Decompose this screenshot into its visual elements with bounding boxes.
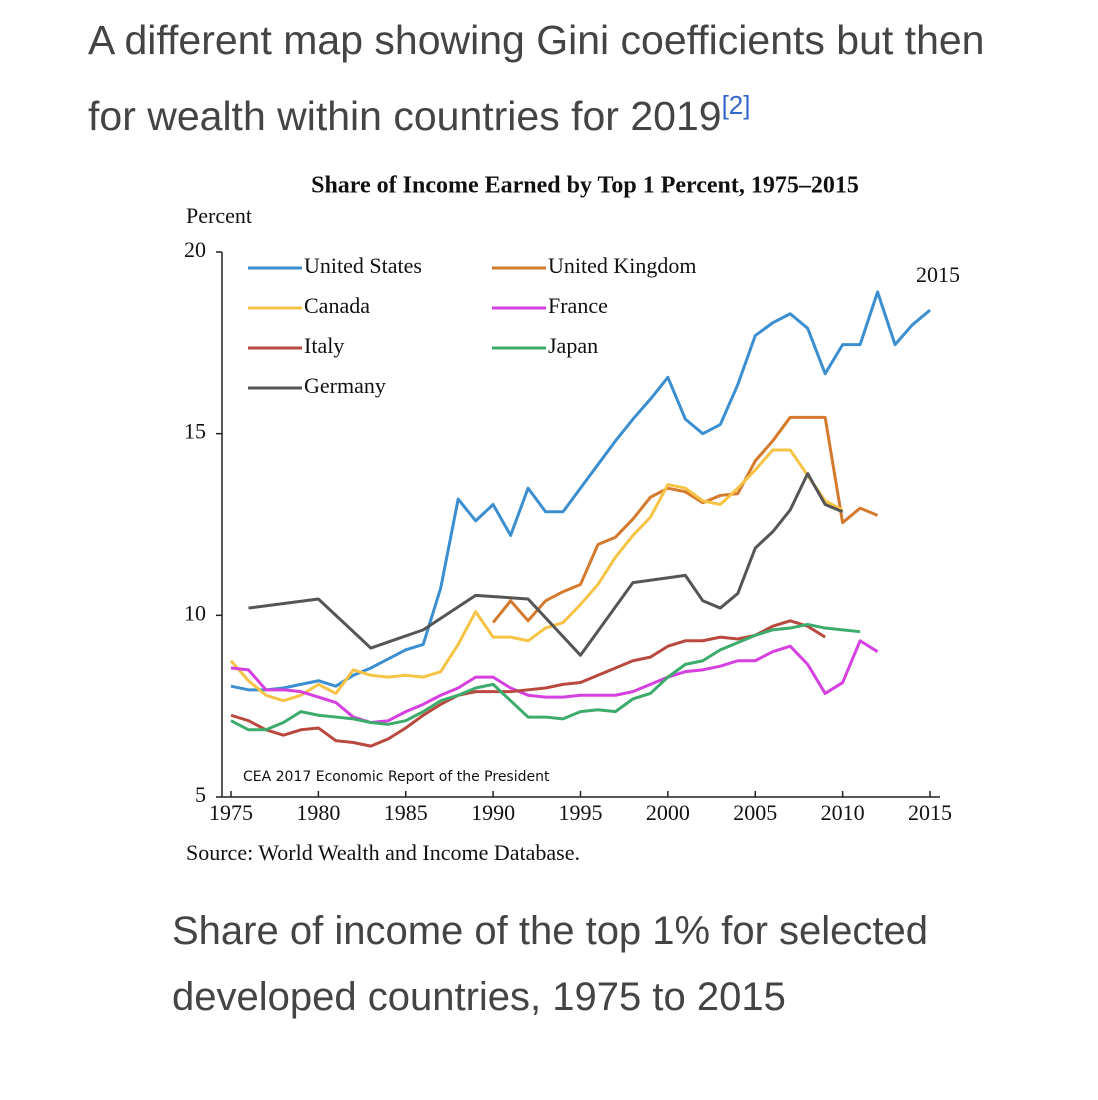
- legend-label: France: [548, 293, 608, 318]
- x-tick-label: 1995: [559, 800, 603, 825]
- legend-label: United States: [304, 253, 422, 278]
- legend-label: Italy: [304, 333, 344, 358]
- heading-text: A different map showing Gini coefficient…: [88, 17, 985, 139]
- x-tick-label: 1990: [471, 800, 515, 825]
- chart-title: Share of Income Earned by Top 1 Percent,…: [311, 173, 859, 199]
- source: Source: World Wealth and Income Database…: [186, 840, 580, 865]
- chart: Share of Income Earned by Top 1 Percent,…: [184, 173, 960, 866]
- y-axis-label: Percent: [186, 203, 252, 228]
- y-tick-label: 5: [195, 782, 206, 807]
- x-tick-label: 1985: [384, 800, 428, 825]
- x-tick-label: 2005: [733, 800, 777, 825]
- series-line: [230, 619, 826, 748]
- reference-link[interactable]: [2]: [721, 90, 751, 120]
- x-tick-label: 2000: [646, 800, 690, 825]
- series-line: [229, 448, 844, 703]
- x-tick-label: 1980: [296, 800, 340, 825]
- series-line: [230, 622, 861, 732]
- caption: Share of income of the top 1% for select…: [172, 909, 928, 1019]
- legend-label: United Kingdom: [548, 253, 697, 278]
- x-tick-label: 2010: [821, 800, 865, 825]
- annotation: 2015: [916, 262, 960, 287]
- series-line: [491, 415, 879, 624]
- y-tick-label: 10: [184, 600, 206, 625]
- legend-label: Canada: [304, 293, 370, 318]
- legend-label: Japan: [548, 333, 598, 358]
- series-line: [230, 639, 879, 725]
- note: CEA 2017 Economic Report of the Presiden…: [243, 769, 550, 785]
- y-tick-label: 20: [184, 237, 206, 262]
- x-tick-label: 1975: [209, 800, 253, 825]
- legend-label: Germany: [304, 373, 386, 398]
- series-line: [248, 472, 844, 657]
- x-tick-label: 2015: [908, 800, 952, 825]
- y-tick-label: 15: [184, 419, 206, 444]
- heading: A different map showing Gini coefficient…: [88, 8, 1003, 149]
